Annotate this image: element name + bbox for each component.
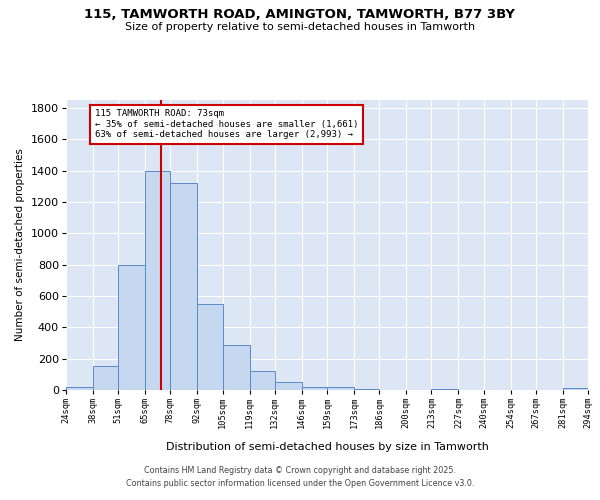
Text: Contains HM Land Registry data © Crown copyright and database right 2025.
Contai: Contains HM Land Registry data © Crown c… [126, 466, 474, 487]
Bar [145, 170, 170, 390]
Text: 115 TAMWORTH ROAD: 73sqm
← 35% of semi-detached houses are smaller (1,661)
63% o: 115 TAMWORTH ROAD: 73sqm ← 35% of semi-d… [95, 110, 358, 139]
Bar [93, 366, 118, 390]
Text: 115, TAMWORTH ROAD, AMINGTON, TAMWORTH, B77 3BY: 115, TAMWORTH ROAD, AMINGTON, TAMWORTH, … [85, 8, 515, 20]
Text: Distribution of semi-detached houses by size in Tamworth: Distribution of semi-detached houses by … [166, 442, 488, 452]
Bar [170, 183, 197, 390]
Bar [275, 382, 302, 390]
Bar [118, 264, 145, 390]
Y-axis label: Number of semi-detached properties: Number of semi-detached properties [16, 148, 25, 342]
Bar [327, 387, 354, 390]
Bar [250, 371, 275, 390]
Bar [431, 389, 458, 390]
Text: Size of property relative to semi-detached houses in Tamworth: Size of property relative to semi-detach… [125, 22, 475, 32]
Bar [197, 304, 223, 390]
Bar [563, 388, 588, 390]
Bar [302, 387, 327, 390]
Bar [66, 387, 93, 390]
Bar [354, 389, 379, 390]
Bar [223, 344, 250, 390]
